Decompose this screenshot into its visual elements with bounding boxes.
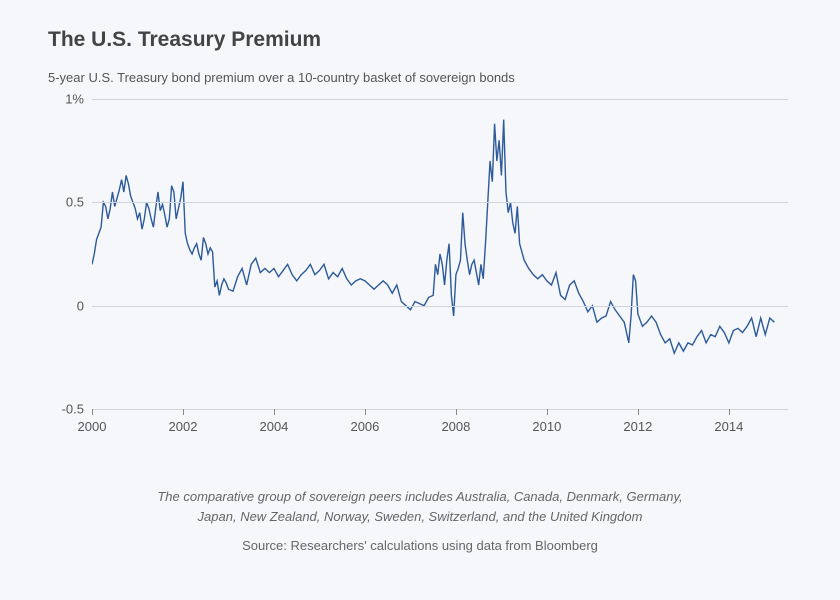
y-tick-label: 0.5: [48, 195, 84, 210]
x-tick-label: 2002: [169, 419, 198, 434]
x-tick: [92, 409, 93, 415]
chart-subtitle: 5-year U.S. Treasury bond premium over a…: [48, 70, 792, 85]
y-axis: -0.5 0 0.5 1%: [48, 89, 92, 459]
x-tick: [183, 409, 184, 415]
line-series: [92, 99, 788, 409]
chart-plot-area: -0.5 0 0.5 1% 2000 2002 2004 2006 2008 2010 2012 2…: [48, 89, 788, 459]
x-tick-label: 2012: [623, 419, 652, 434]
footer-note-line1: The comparative group of sovereign peers…: [157, 489, 682, 504]
plot-region: [92, 99, 788, 409]
footer-note-line2: Japan, New Zealand, Norway, Sweden, Swit…: [198, 509, 643, 524]
gridline: [92, 99, 788, 100]
x-tick-label: 2004: [259, 419, 288, 434]
x-tick-label: 2000: [78, 419, 107, 434]
x-tick: [456, 409, 457, 415]
x-tick: [547, 409, 548, 415]
premium-line: [92, 120, 774, 354]
chart-footer-source: Source: Researchers' calculations using …: [48, 538, 792, 553]
x-tick-label: 2010: [532, 419, 561, 434]
gridline: [92, 202, 788, 203]
chart-footer-note: The comparative group of sovereign peers…: [48, 487, 792, 526]
x-tick: [365, 409, 366, 415]
y-tick-label: -0.5: [48, 402, 84, 417]
gridline: [92, 409, 788, 410]
x-tick-label: 2014: [714, 419, 743, 434]
x-tick: [638, 409, 639, 415]
x-tick: [729, 409, 730, 415]
x-tick-label: 2008: [441, 419, 470, 434]
y-tick-label: 0: [48, 298, 84, 313]
x-tick-label: 2006: [350, 419, 379, 434]
x-tick: [274, 409, 275, 415]
y-tick-label: 1%: [48, 92, 84, 107]
gridline: [92, 306, 788, 307]
chart-title: The U.S. Treasury Premium: [48, 28, 792, 52]
